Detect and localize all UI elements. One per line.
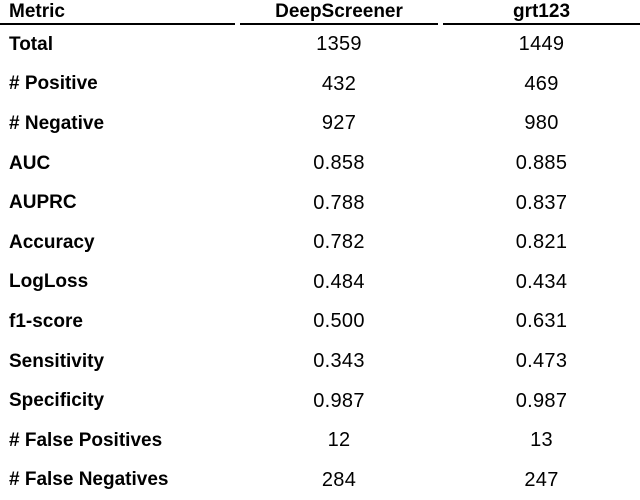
metric-label: Specificity [9,390,105,412]
grt123-value: 1449 [518,33,565,56]
header-row: Metric DeepScreener grt123 [0,0,640,25]
table-row: Specificity 0.987 0.987 [0,381,640,421]
grt123-value: 469 [524,72,559,95]
metric-label: LogLoss [9,271,89,293]
deepscreener-value: 0.484 [313,270,365,293]
metric-label: # False Positives [9,429,163,451]
metric-label: # Positive [9,73,98,95]
table-row: # False Positives 12 13 [0,421,640,461]
grt123-value: 0.885 [515,152,568,175]
metric-label: # Negative [9,112,105,134]
grt123-value: 0.434 [515,270,568,293]
deepscreener-value: 432 [321,72,357,95]
grt123-value: 980 [524,112,559,135]
metric-label: # False Negatives [9,469,169,491]
table-row: Accuracy 0.782 0.821 [0,223,640,263]
deepscreener-value: 0.987 [313,389,365,412]
table-row: LogLoss 0.484 0.434 [0,263,640,303]
table-row: f1-score 0.500 0.631 [0,302,640,342]
metric-label: Sensitivity [9,350,105,372]
metric-label: AUC [9,152,51,174]
grt123-value: 13 [530,429,553,452]
grt123-value: 0.473 [515,350,568,373]
deepscreener-value: 12 [327,429,351,452]
table-row: AUC 0.858 0.885 [0,144,640,184]
table-row: # Negative 927 980 [0,104,640,144]
metric-label: Accuracy [9,231,95,253]
table-row: # False Negatives 284 247 [0,461,640,500]
grt123-value: 0.631 [515,310,568,333]
metric-label: Total [9,33,53,55]
metric-label: AUPRC [9,192,77,214]
deepscreener-value: 0.500 [313,310,365,333]
deepscreener-value: 0.858 [313,152,365,175]
metric-label: f1-score [9,310,83,332]
grt123-value: 247 [524,468,559,491]
table-header: Metric DeepScreener grt123 [0,0,640,25]
deepscreener-value: 927 [321,112,357,135]
deepscreener-value: 0.782 [313,231,365,254]
deepscreener-value: 284 [321,468,357,491]
table-row: AUPRC 0.788 0.837 [0,183,640,223]
deepscreener-value: 0.343 [313,350,365,373]
table-body: Total 1359 1449 # Positive 432 469 # Neg… [0,25,640,500]
col-header-deepscreener: DeepScreener [240,0,438,25]
table-row: # Positive 432 469 [0,65,640,105]
deepscreener-value: 0.788 [313,191,365,214]
table-row: Sensitivity 0.343 0.473 [0,342,640,382]
col-header-grt123: grt123 [443,0,640,25]
deepscreener-value: 1359 [316,33,362,56]
grt123-value: 0.987 [515,389,568,412]
grt123-value: 0.821 [515,231,568,254]
grt123-value: 0.837 [515,191,568,214]
col-header-metric: Metric [0,0,235,25]
table-row: Total 1359 1449 [0,25,640,65]
